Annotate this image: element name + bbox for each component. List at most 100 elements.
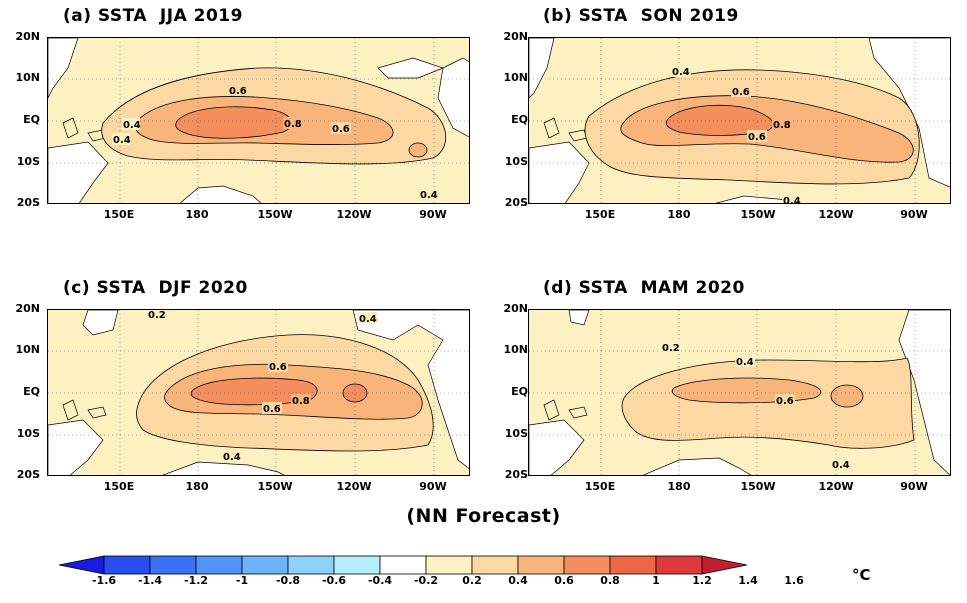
colorbar-cell — [333, 555, 381, 575]
contour-label: 0.4 — [420, 190, 438, 201]
lat-label: EQ — [511, 385, 528, 398]
colorbar-cell — [103, 555, 151, 575]
lon-label: 180 — [185, 480, 209, 493]
lat-label: 20N — [503, 302, 528, 315]
colorbar-cells — [58, 555, 748, 575]
colorbar-cell — [149, 555, 197, 575]
lon-label: 180 — [667, 480, 691, 493]
lat-label: EQ — [23, 113, 40, 126]
lat-label: EQ — [511, 113, 528, 126]
lon-label: 180 — [667, 208, 691, 221]
lat-label: 20N — [15, 302, 40, 315]
colorbar-cell — [655, 555, 703, 575]
lat-label: 10S — [504, 155, 528, 168]
colorbar-label: -0.6 — [321, 574, 347, 587]
lon-label: 120W — [818, 480, 854, 493]
colorbar-label: -1 — [235, 574, 249, 587]
figure-caption: (NN Forecast) — [406, 505, 561, 527]
colorbar-label: 0.4 — [508, 574, 528, 587]
contour-label: 0.4 — [113, 135, 131, 146]
lon-label: 150W — [257, 208, 293, 221]
lon-label: 150E — [584, 480, 616, 493]
lat-label: 10N — [15, 71, 40, 84]
colorbar-cell — [241, 555, 289, 575]
contour-label: 0.6 — [269, 362, 287, 373]
lat-label: 20S — [504, 196, 528, 209]
lon-label: 120W — [336, 208, 372, 221]
contour-label: 0.4 — [736, 357, 754, 368]
colorbar-label: -0.4 — [367, 574, 393, 587]
contour-label: 0.6 — [776, 396, 794, 407]
contour-label: 0.4 — [223, 452, 241, 463]
contour-label: 0.4 — [123, 120, 141, 131]
contour-label: 0.4 — [672, 67, 690, 78]
lat-label: 20S — [16, 196, 40, 209]
colorbar-label: 1 — [652, 574, 660, 587]
lat-label: 20S — [16, 468, 40, 481]
contour-label: 0.8 — [773, 120, 791, 131]
map-panel-d: 0.2 0.4 0.6 0.4 — [528, 309, 951, 476]
colorbar-label: -1.4 — [137, 574, 163, 587]
colorbar-cell — [425, 555, 473, 575]
lat-label: 10S — [504, 427, 528, 440]
lon-label: 150E — [103, 208, 135, 221]
panel-d-title: (d) SSTA MAM 2020 — [543, 278, 745, 298]
lat-label: 20S — [504, 468, 528, 481]
contour-label: 0.8 — [292, 396, 310, 407]
panel-a-title: (a) SSTA JJA 2019 — [63, 6, 243, 26]
colorbar-left-arrow — [58, 555, 105, 575]
colorbar-label: 1.4 — [738, 574, 758, 587]
colorbar-cell — [609, 555, 657, 575]
colorbar-label: -0.2 — [413, 574, 439, 587]
lat-label: 10S — [16, 427, 40, 440]
colorbar-label: 0.8 — [600, 574, 620, 587]
contour-label: 0.6 — [748, 132, 766, 143]
lat-label: 10N — [503, 343, 528, 356]
contour-label: 0.6 — [263, 404, 281, 415]
contour-label: 0.2 — [662, 343, 680, 354]
lon-label: 150W — [740, 208, 776, 221]
lon-label: 150E — [584, 208, 616, 221]
lat-label: 10N — [15, 343, 40, 356]
contour-label: 0.4 — [783, 196, 801, 204]
colorbar-cell — [287, 555, 335, 575]
contour-label: 0.6 — [732, 87, 750, 98]
colorbar-label: 1.6 — [784, 574, 804, 587]
lat-label: 20N — [503, 30, 528, 43]
map-panel-a: 0.6 0.4 0.4 0.8 0.6 0.4 — [47, 37, 470, 204]
lon-label: 150W — [740, 480, 776, 493]
lon-label: 90W — [419, 480, 447, 493]
lon-label: 150W — [257, 480, 293, 493]
contour-label: 0.2 — [148, 310, 166, 321]
lon-label: 150E — [103, 480, 135, 493]
colorbar-cell — [517, 555, 565, 575]
lat-label: 10N — [503, 71, 528, 84]
map-panel-c: 0.2 0.4 0.6 0.8 0.6 0.4 — [47, 309, 470, 476]
colorbar-label: -0.8 — [275, 574, 301, 587]
lat-label: EQ — [23, 385, 40, 398]
panel-b-title: (b) SSTA SON 2019 — [543, 6, 739, 26]
lon-label: 90W — [900, 480, 928, 493]
colorbar-label: 1.2 — [692, 574, 712, 587]
contour-label: 0.4 — [832, 460, 850, 471]
colorbar-cell — [563, 555, 611, 575]
colorbar-label: -1.6 — [91, 574, 117, 587]
lon-label: 180 — [185, 208, 209, 221]
lon-label: 120W — [818, 208, 854, 221]
colorbar-right-arrow — [701, 555, 748, 575]
lon-label: 90W — [900, 208, 928, 221]
colorbar-label: -1.2 — [183, 574, 209, 587]
colorbar — [58, 555, 748, 575]
contour-label: 0.8 — [284, 119, 302, 130]
lon-label: 90W — [419, 208, 447, 221]
colorbar-label: 0.6 — [554, 574, 574, 587]
lat-label: 20N — [15, 30, 40, 43]
colorbar-label: 0.2 — [462, 574, 482, 587]
contour-label: 0.6 — [332, 124, 350, 135]
lon-label: 120W — [336, 480, 372, 493]
colorbar-cell — [379, 555, 427, 575]
contour-label: 0.6 — [229, 86, 247, 97]
colorbar-cell — [195, 555, 243, 575]
contour-label: 0.4 — [359, 314, 377, 325]
lat-label: 10S — [16, 155, 40, 168]
